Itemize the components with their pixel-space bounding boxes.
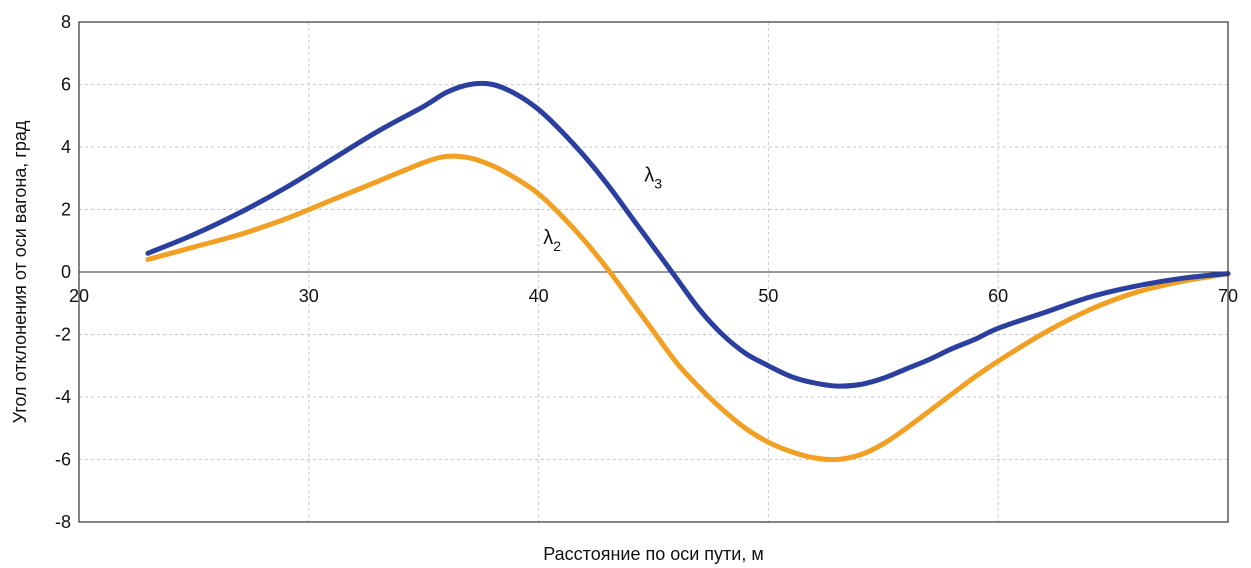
plot-frame [78,21,1229,523]
x-tick-label: 40 [529,286,549,306]
y-tick-label: -6 [55,450,71,470]
series-line-3 [145,80,1231,389]
y-axis-title: Угол отклонения от оси вагона, град [10,120,30,423]
x-tick-label: 60 [988,286,1008,306]
y-tick-label: -4 [55,387,71,407]
x-tick-label: 30 [299,286,319,306]
y-tick-label: 2 [61,200,71,220]
y-tick-label: 6 [61,75,71,95]
series-lines [145,80,1231,463]
series-label-3: λ3 [644,164,662,191]
x-tick-label: 50 [758,286,778,306]
y-tick-label: 8 [61,12,71,32]
y-tick-label: 4 [61,137,71,157]
series-labels: λ3 λ2 [543,164,662,254]
y-tick-label: -8 [55,512,71,532]
series-label-2: λ2 [543,227,561,254]
y-tick-label: 0 [61,262,71,282]
grid [79,22,1228,522]
series-line-2 [145,153,1231,463]
y-tick-label: -2 [55,325,71,345]
x-axis-title: Расстояние по оси пути, м [543,544,763,564]
